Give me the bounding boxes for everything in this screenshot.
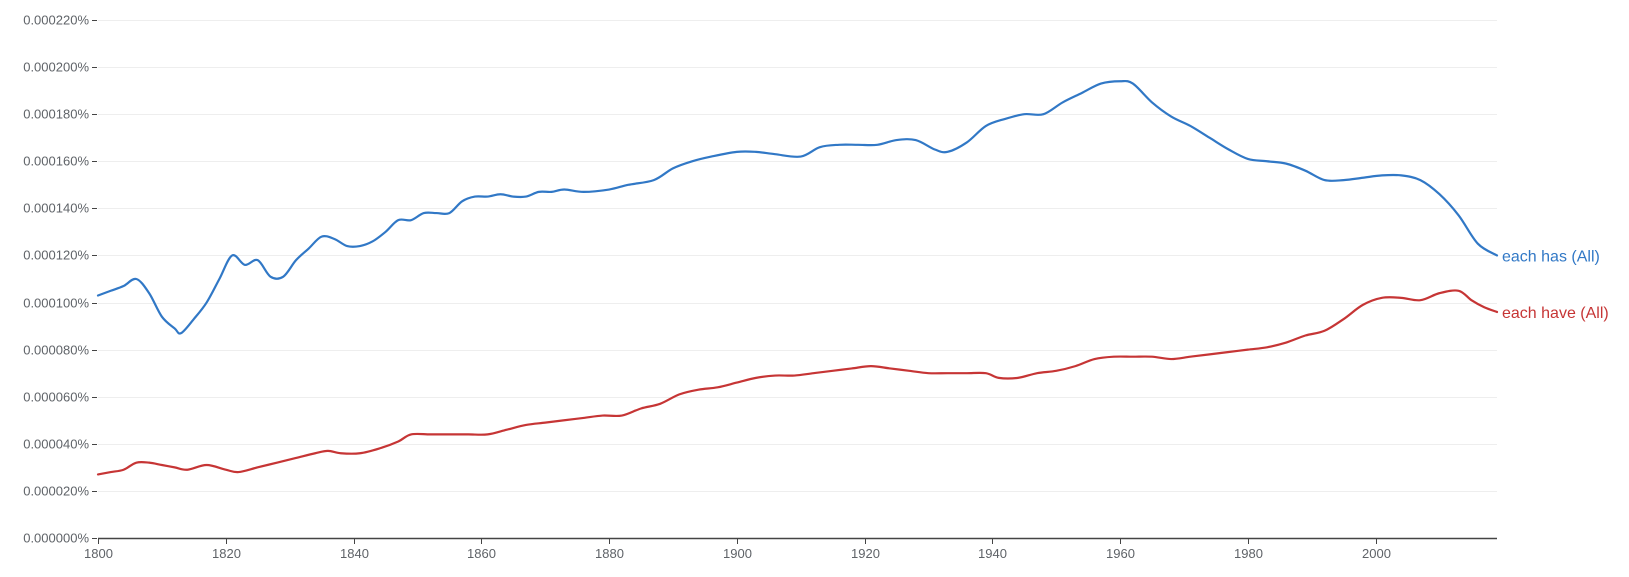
x-tick-label: 1820 (212, 546, 241, 561)
x-tick-label: 1960 (1106, 546, 1135, 561)
x-tick-label: 1840 (340, 546, 369, 561)
y-tick-label: 0.000200% (23, 60, 89, 75)
series-line-each-have-all (96, 289, 1499, 476)
series-label-each-have-all: each have (All) (1502, 305, 1609, 322)
y-tick-label: 0.000080% (23, 343, 89, 358)
y-tick-label: 0.000100% (23, 296, 89, 311)
x-tick-label: 1860 (467, 546, 496, 561)
y-tick-label: 0.000160% (23, 154, 89, 169)
y-tick-label: 0.000040% (23, 437, 89, 452)
y-tick-label: 0.000060% (23, 390, 89, 405)
y-tick-label: 0.000180% (23, 107, 89, 122)
y-axis: 0.000000% 0.000020% 0.000040% 0.000060% 0.00… (23, 13, 97, 546)
y-tick-label: 0.000220% (23, 13, 89, 28)
series-label-each-has-all: each has (All) (1502, 248, 1600, 265)
gridlines (98, 20, 1497, 492)
y-tick-label: 0.000140% (23, 201, 89, 216)
x-tick-label: 1900 (723, 546, 752, 561)
x-tick-label: 1940 (978, 546, 1007, 561)
y-tick-label: 0.000000% (23, 531, 89, 546)
x-tick-label: 1920 (851, 546, 880, 561)
x-tick-label: 1880 (595, 546, 624, 561)
x-tick-label: 2000 (1362, 546, 1391, 561)
x-tick-label: 1800 (84, 546, 113, 561)
series-labels: each has (All) each have (All) (1502, 248, 1609, 322)
series-lines (96, 79, 1499, 476)
x-tick-label: 1980 (1234, 546, 1263, 561)
series-line-each-has-all (96, 79, 1499, 335)
y-tick-label: 0.000120% (23, 248, 89, 263)
x-axis: 1800 1820 1840 1860 1880 1900 1920 1940 1960 1980… (84, 537, 1497, 561)
y-tick-label: 0.000020% (23, 484, 89, 499)
